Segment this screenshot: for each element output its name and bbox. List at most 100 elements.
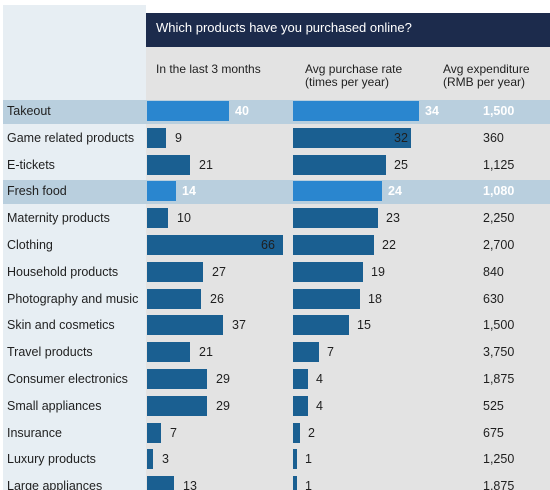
bar-last-3-months — [147, 315, 223, 335]
category-label: Clothing — [7, 238, 53, 252]
bar-last-3-months — [147, 101, 229, 121]
column-header-line: (RMB per year) — [443, 75, 526, 89]
category-label: Photography and music — [7, 292, 139, 306]
value-label-purchase-rate: 22 — [382, 238, 396, 252]
value-label-last-3-months: 7 — [170, 426, 177, 440]
category-label: Travel products — [7, 345, 93, 359]
expenditure-value: 1,500 — [483, 104, 515, 118]
value-label-last-3-months: 66 — [261, 238, 275, 252]
bar-purchase-rate — [293, 369, 308, 389]
bar-last-3-months — [147, 476, 174, 490]
bar-purchase-rate — [293, 101, 419, 121]
category-label: E-tickets — [7, 158, 55, 172]
expenditure-value: 2,250 — [483, 211, 515, 225]
bar-last-3-months — [147, 155, 190, 175]
expenditure-value: 675 — [483, 426, 504, 440]
bar-last-3-months — [147, 208, 168, 228]
bar-last-3-months — [147, 342, 190, 362]
bar-purchase-rate — [293, 423, 300, 443]
bar-purchase-rate — [293, 262, 363, 282]
value-label-purchase-rate: 7 — [327, 345, 334, 359]
value-label-purchase-rate: 25 — [394, 158, 408, 172]
category-label: Maternity products — [7, 211, 110, 225]
chart-title: Which products have you purchased online… — [146, 13, 550, 47]
column-header-purchase-rate: Avg purchase rate (times per year) — [305, 63, 402, 89]
expenditure-value: 1,125 — [483, 158, 515, 172]
value-label-purchase-rate: 19 — [371, 265, 385, 279]
bar-purchase-rate — [293, 449, 297, 469]
category-column-background — [3, 5, 146, 490]
bar-purchase-rate — [293, 476, 297, 490]
bar-purchase-rate — [293, 181, 382, 201]
bar-purchase-rate — [293, 289, 360, 309]
bar-last-3-months — [147, 289, 201, 309]
value-label-last-3-months: 37 — [232, 318, 246, 332]
bar-last-3-months — [147, 449, 153, 469]
category-label: Luxury products — [7, 452, 96, 466]
column-header-line: Avg expenditure — [443, 62, 530, 76]
bar-purchase-rate — [293, 315, 349, 335]
value-label-last-3-months: 40 — [235, 104, 249, 118]
column-header-line: (times per year) — [305, 75, 390, 89]
category-label: Household products — [7, 265, 119, 279]
expenditure-value: 1,080 — [483, 184, 515, 198]
expenditure-value: 360 — [483, 131, 504, 145]
value-label-purchase-rate: 23 — [386, 211, 400, 225]
expenditure-value: 1,500 — [483, 318, 515, 332]
category-label: Game related products — [7, 131, 135, 145]
value-label-last-3-months: 26 — [210, 292, 224, 306]
column-header-line: Avg purchase rate — [305, 62, 403, 76]
value-label-purchase-rate: 24 — [388, 184, 402, 198]
value-label-purchase-rate: 34 — [425, 104, 439, 118]
bar-last-3-months — [147, 396, 207, 416]
bar-last-3-months — [147, 423, 161, 443]
value-label-purchase-rate: 4 — [316, 399, 323, 413]
value-label-purchase-rate: 1 — [305, 452, 312, 466]
value-label-purchase-rate: 2 — [308, 426, 315, 440]
value-label-purchase-rate: 1 — [305, 479, 312, 490]
value-label-last-3-months: 9 — [175, 131, 182, 145]
value-label-last-3-months: 13 — [183, 479, 197, 490]
category-label: Small appliances — [7, 399, 102, 413]
column-header-line: In the last 3 months — [156, 62, 261, 76]
category-label: Consumer electronics — [7, 372, 128, 386]
value-label-purchase-rate: 15 — [357, 318, 371, 332]
category-label: Large appliances — [7, 479, 103, 490]
bar-last-3-months — [147, 235, 283, 255]
value-label-last-3-months: 21 — [199, 345, 213, 359]
category-label: Skin and cosmetics — [7, 318, 115, 332]
category-label: Insurance — [7, 426, 62, 440]
value-label-last-3-months: 29 — [216, 399, 230, 413]
row-highlight — [3, 180, 550, 204]
category-label: Fresh food — [7, 184, 67, 198]
value-label-last-3-months: 21 — [199, 158, 213, 172]
category-label: Takeout — [7, 104, 51, 118]
expenditure-value: 1,875 — [483, 479, 515, 490]
bar-purchase-rate — [293, 155, 386, 175]
value-label-last-3-months: 10 — [177, 211, 191, 225]
bar-purchase-rate — [293, 208, 378, 228]
bar-last-3-months — [147, 262, 203, 282]
value-label-purchase-rate: 4 — [316, 372, 323, 386]
value-label-purchase-rate: 18 — [368, 292, 382, 306]
bar-last-3-months — [147, 128, 166, 148]
expenditure-value: 1,250 — [483, 452, 515, 466]
expenditure-value: 1,875 — [483, 372, 515, 386]
column-header-expenditure: Avg expenditure (RMB per year) — [443, 63, 530, 89]
bar-purchase-rate — [293, 128, 411, 148]
value-label-last-3-months: 3 — [162, 452, 169, 466]
expenditure-value: 3,750 — [483, 345, 515, 359]
value-label-purchase-rate: 32 — [394, 131, 408, 145]
value-label-last-3-months: 27 — [212, 265, 226, 279]
bar-purchase-rate — [293, 235, 374, 255]
expenditure-value: 525 — [483, 399, 504, 413]
bar-last-3-months — [147, 369, 207, 389]
bar-purchase-rate — [293, 396, 308, 416]
bar-purchase-rate — [293, 342, 319, 362]
value-label-last-3-months: 29 — [216, 372, 230, 386]
expenditure-value: 840 — [483, 265, 504, 279]
bar-last-3-months — [147, 181, 176, 201]
value-label-last-3-months: 14 — [182, 184, 196, 198]
column-header-last-3-months: In the last 3 months — [156, 63, 261, 76]
